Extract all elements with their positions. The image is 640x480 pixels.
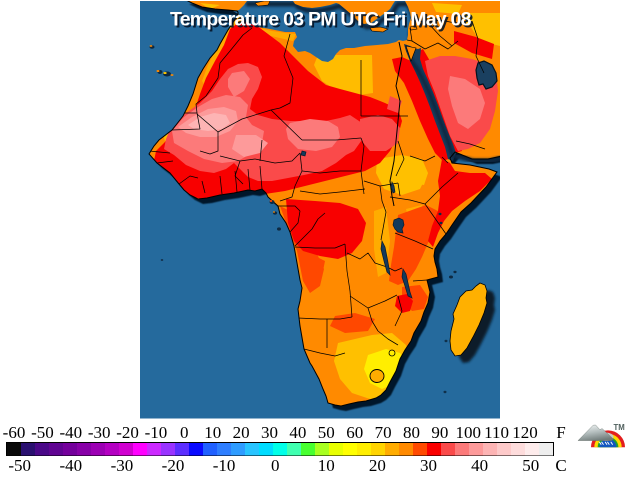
svg-text:50: 50 xyxy=(522,456,539,475)
svg-text:-30: -30 xyxy=(88,423,111,442)
svg-text:-30: -30 xyxy=(111,456,134,475)
svg-text:-50: -50 xyxy=(31,423,54,442)
svg-text:-60: -60 xyxy=(3,423,26,442)
svg-text:30: 30 xyxy=(261,423,278,442)
svg-text:10: 10 xyxy=(204,423,221,442)
svg-text:0: 0 xyxy=(271,456,280,475)
svg-text:30: 30 xyxy=(420,456,437,475)
svg-text:-50: -50 xyxy=(8,456,31,475)
svg-text:50: 50 xyxy=(318,423,335,442)
svg-text:F: F xyxy=(556,423,565,442)
svg-text:60: 60 xyxy=(346,423,363,442)
svg-text:80: 80 xyxy=(403,423,420,442)
svg-text:120: 120 xyxy=(512,423,538,442)
svg-text:-40: -40 xyxy=(59,423,82,442)
svg-text:40: 40 xyxy=(471,456,488,475)
svg-text:40: 40 xyxy=(289,423,306,442)
svg-text:-20: -20 xyxy=(116,423,139,442)
svg-text:C: C xyxy=(555,456,566,475)
svg-text:-20: -20 xyxy=(162,456,185,475)
svg-text:-40: -40 xyxy=(59,456,82,475)
svg-text:110: 110 xyxy=(484,423,509,442)
svg-text:-10: -10 xyxy=(145,423,168,442)
svg-text:Temperature 03 PM UTC Fri May: Temperature 03 PM UTC Fri May 08 xyxy=(170,9,472,31)
svg-text:10: 10 xyxy=(318,456,335,475)
svg-text:Temperature 03 PM UTC Fri May: Temperature 03 PM UTC Fri May 08 xyxy=(172,11,474,33)
svg-text:-10: -10 xyxy=(213,456,236,475)
svg-text:TM: TM xyxy=(614,423,625,432)
svg-text:100: 100 xyxy=(455,423,481,442)
svg-text:70: 70 xyxy=(375,423,392,442)
svg-text:0: 0 xyxy=(180,423,189,442)
svg-text:20: 20 xyxy=(233,423,250,442)
svg-text:20: 20 xyxy=(369,456,386,475)
svg-text:90: 90 xyxy=(431,423,448,442)
